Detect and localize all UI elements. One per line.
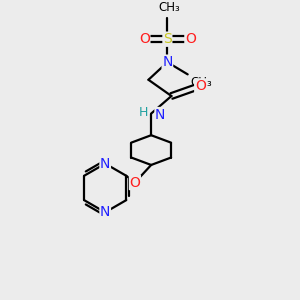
Text: O: O bbox=[185, 32, 196, 46]
Text: O: O bbox=[195, 79, 206, 93]
Text: S: S bbox=[163, 32, 172, 46]
Text: CH₃: CH₃ bbox=[190, 76, 212, 89]
Text: N: N bbox=[100, 157, 110, 171]
Text: N: N bbox=[155, 107, 165, 122]
Text: O: O bbox=[130, 176, 140, 190]
Text: CH₃: CH₃ bbox=[158, 1, 180, 14]
Text: N: N bbox=[100, 205, 110, 219]
Text: H: H bbox=[139, 106, 148, 119]
Text: O: O bbox=[139, 32, 150, 46]
Text: N: N bbox=[162, 55, 172, 69]
